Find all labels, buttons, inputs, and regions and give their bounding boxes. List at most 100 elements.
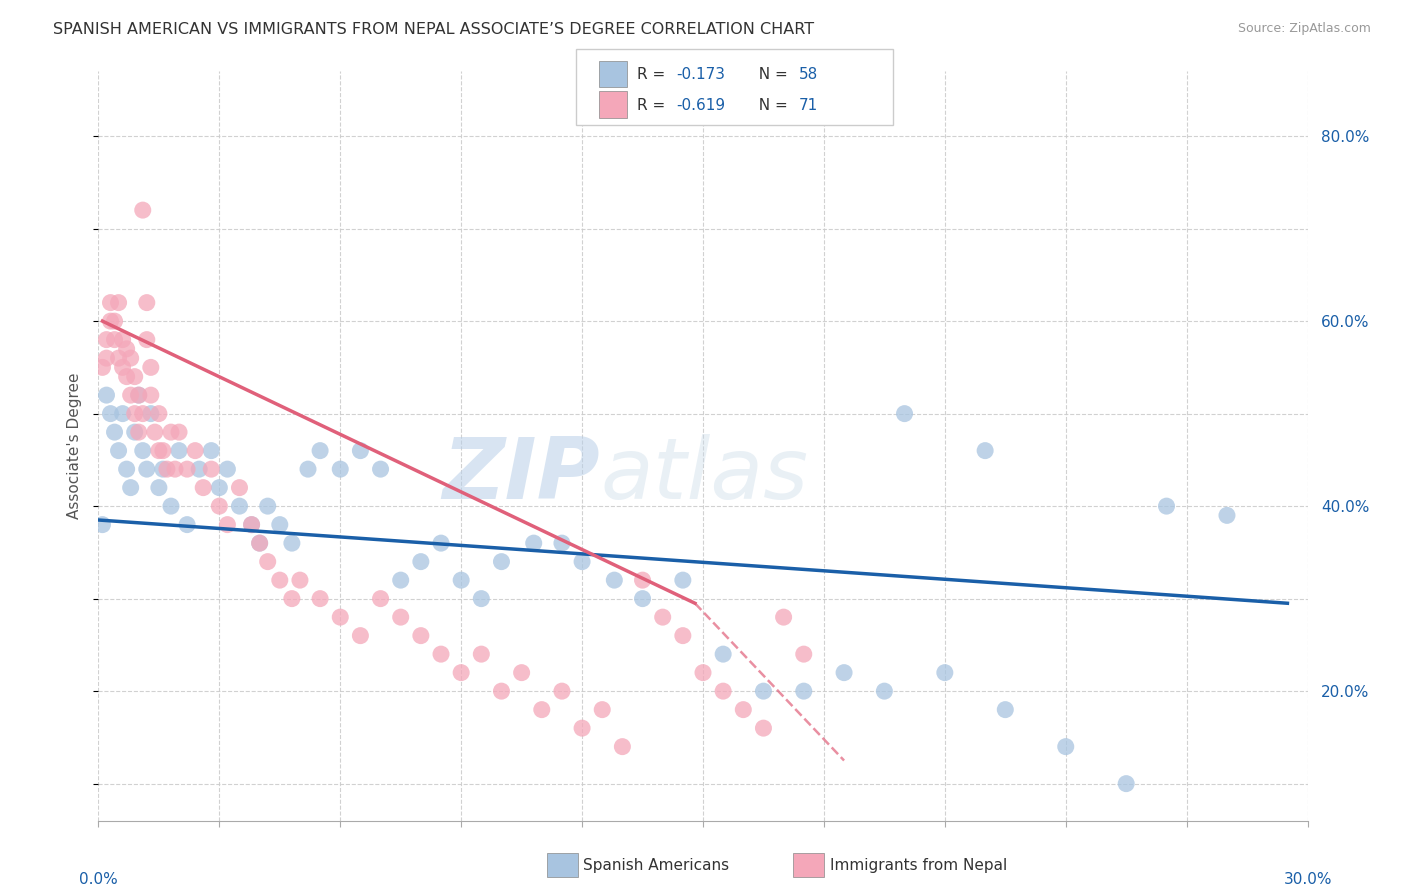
Point [160,499,183,513]
Point [793,647,815,661]
Point [200,443,222,458]
Point [228,481,250,495]
Point [217,462,239,476]
Text: ZIP: ZIP [443,434,600,517]
Point [148,443,170,458]
Point [132,443,155,458]
Point [139,360,162,375]
Point [269,517,291,532]
Point [873,684,896,698]
Point [240,517,263,532]
Point [96,388,118,402]
Point [167,443,190,458]
Point [370,591,392,606]
Point [139,388,162,402]
Text: N =: N = [749,98,793,113]
Point [450,573,472,587]
Point [100,314,122,328]
Point [111,407,134,421]
Point [349,443,371,458]
Point [91,360,114,375]
Point [832,665,855,680]
Point [200,462,222,476]
Point [329,462,352,476]
Point [491,684,513,698]
Point [934,665,956,680]
Text: Spanish Americans: Spanish Americans [583,858,730,872]
Point [551,684,574,698]
Point [297,462,319,476]
Point [148,407,170,421]
Point [132,407,155,421]
Point [193,481,215,495]
Point [711,647,734,661]
Point [893,407,915,421]
Point [470,591,492,606]
Point [409,555,432,569]
Point [135,295,157,310]
Text: SPANISH AMERICAN VS IMMIGRANTS FROM NEPAL ASSOCIATE’S DEGREE CORRELATION CHART: SPANISH AMERICAN VS IMMIGRANTS FROM NEPA… [53,22,814,37]
Point [1156,499,1178,513]
Point [115,342,138,356]
Point [188,462,211,476]
Point [128,388,150,402]
Point [430,647,453,661]
Point [256,555,278,569]
Text: 30.0%: 30.0% [1284,871,1331,887]
Point [772,610,794,624]
Point [1216,508,1239,523]
Point [103,333,125,347]
Point [510,665,533,680]
Point [128,425,150,439]
Point [111,360,134,375]
Text: 58: 58 [799,68,818,82]
Point [551,536,574,550]
Point [111,333,134,347]
Point [139,407,162,421]
Text: -0.173: -0.173 [676,68,725,82]
Point [228,499,250,513]
Point [208,499,231,513]
Point [631,573,654,587]
Point [115,369,138,384]
Point [309,443,332,458]
Point [128,388,150,402]
Point [249,536,271,550]
Point [96,333,118,347]
Point [430,536,453,550]
Point [107,295,129,310]
Point [281,591,304,606]
Point [143,425,166,439]
Point [120,481,142,495]
Point [167,425,190,439]
Point [309,591,332,606]
Point [491,555,513,569]
Point [100,407,122,421]
Point [107,351,129,365]
Point [409,629,432,643]
Point [256,499,278,513]
Text: Immigrants from Nepal: Immigrants from Nepal [830,858,1007,872]
Point [217,517,239,532]
Point [120,351,142,365]
Point [107,443,129,458]
Text: 71: 71 [799,98,818,113]
Point [752,721,775,735]
Point [1115,777,1137,791]
Point [269,573,291,587]
Point [156,462,179,476]
Point [329,610,352,624]
Point [692,665,714,680]
Point [135,462,157,476]
Text: N =: N = [749,68,793,82]
Point [994,703,1017,717]
Text: atlas: atlas [600,434,808,517]
Point [135,333,157,347]
Point [96,351,118,365]
Point [523,536,546,550]
Point [249,536,271,550]
Text: Source: ZipAtlas.com: Source: ZipAtlas.com [1237,22,1371,36]
Text: R =: R = [637,98,671,113]
Point [103,314,125,328]
Point [281,536,304,550]
